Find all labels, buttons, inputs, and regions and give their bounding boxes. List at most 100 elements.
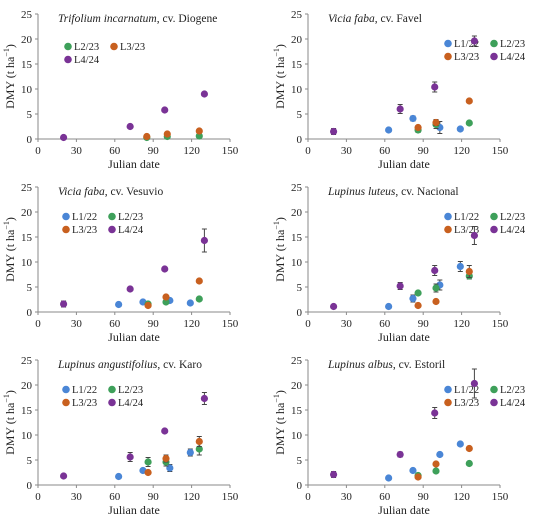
panel-title: Trifolium incarnatum, cv. Diogene — [58, 13, 217, 25]
y-axis-title-text: DMY (t ha — [3, 402, 17, 455]
y-tick-label: 20 — [21, 34, 33, 46]
chart-panel-6: 0 5 10 15 20 25 0 30 60 90 120 150 Julian date DMY (t… — [272, 355, 526, 517]
y-tick-label: 0 — [27, 134, 33, 146]
legend-marker-L2-23 — [490, 212, 498, 221]
legend-label-L1-22: L1/22 — [72, 385, 97, 396]
y-axis-title-superscript: −1 — [272, 221, 281, 230]
y-tick-label: 25 — [21, 9, 33, 21]
data-point-L1-22 — [115, 300, 123, 309]
y-tick-label: 10 — [291, 257, 303, 269]
chart-panel-5: 0 5 10 15 20 25 0 30 60 90 120 150 Julian date DMY (t… — [2, 355, 239, 517]
y-tick-label: 10 — [21, 257, 33, 269]
y-tick-label: 5 — [27, 109, 33, 121]
legend-marker-L3-23 — [62, 398, 70, 407]
data-point-L4-24 — [470, 379, 478, 388]
data-point-L1-22 — [456, 125, 464, 133]
y-tick-label: 20 — [291, 380, 303, 392]
legend-label-L3-23: L3/23 — [454, 398, 479, 409]
x-tick-label: 60 — [109, 491, 121, 503]
legend-label-L2-23: L2/23 — [118, 385, 143, 396]
legend-marker-L2-23 — [108, 212, 116, 221]
data-point-L1-22 — [166, 464, 174, 472]
data-point-L2-23 — [414, 289, 422, 297]
legend-marker-L3-23 — [444, 52, 452, 61]
y-tick-label: 25 — [291, 182, 303, 194]
legend-marker-L4-24 — [108, 225, 116, 234]
data-point-L4-24 — [330, 127, 338, 136]
y-tick-label: 5 — [297, 282, 303, 294]
data-point-L3-23 — [432, 297, 440, 306]
legend-label-L3-23: L3/23 — [72, 398, 97, 409]
chart-panel-4: 0 5 10 15 20 25 0 30 60 90 120 150 Julian date DMY (t… — [272, 182, 526, 344]
legend-label-L3-23: L3/23 — [454, 52, 479, 63]
x-axis-title: Julian date — [378, 157, 430, 171]
data-point-L1-22 — [456, 440, 464, 448]
y-tick-label: 10 — [21, 430, 33, 442]
data-point-L4-24 — [200, 394, 208, 403]
panel-title: Lupinus luteus, cv. Nacional — [327, 186, 459, 198]
data-point-L4-24 — [431, 266, 439, 275]
y-tick-label: 0 — [297, 134, 303, 146]
data-point-L1-22 — [385, 474, 393, 482]
panel-title: Vicia faba, cv. Favel — [328, 13, 422, 25]
data-point-L2-23 — [195, 295, 203, 303]
x-tick-label: 120 — [453, 145, 470, 157]
legend-marker-L1-22 — [62, 385, 70, 394]
y-tick-label: 0 — [297, 480, 303, 492]
data-point-L1-22 — [186, 448, 194, 457]
data-point-L4-24 — [60, 300, 68, 308]
data-point-L3-23 — [465, 444, 473, 453]
legend-marker-L3-23 — [110, 42, 118, 51]
data-point-L1-22 — [409, 466, 417, 475]
data-point-L2-23 — [432, 284, 440, 292]
y-tick-label: 25 — [291, 9, 303, 21]
y-axis-title: DMY (t ha−1) — [2, 217, 17, 282]
legend-label-L4-24: L4/24 — [74, 55, 100, 66]
data-point-L3-23 — [162, 293, 170, 301]
y-tick-label: 5 — [297, 455, 303, 467]
data-point-L4-24 — [330, 470, 338, 479]
panel-title-species: Lupinus albus — [327, 359, 393, 371]
legend-label-L4-24: L4/24 — [500, 398, 526, 409]
x-tick-label: 150 — [492, 491, 509, 503]
data-point-L2-23 — [195, 445, 203, 453]
x-tick-label: 0 — [305, 491, 311, 503]
y-axis-title-superscript: −1 — [272, 394, 281, 403]
data-point-L3-23 — [144, 468, 152, 477]
legend-marker-L2-23 — [64, 42, 72, 51]
data-point-L3-23 — [414, 301, 422, 310]
y-axis-title-superscript: −1 — [2, 221, 11, 230]
legend-label-L4-24: L4/24 — [118, 398, 144, 409]
y-axis-title: DMY (t ha−1) — [2, 390, 17, 455]
x-tick-label: 90 — [418, 318, 430, 330]
data-point-L3-23 — [162, 454, 170, 463]
x-tick-label: 90 — [148, 145, 160, 157]
y-tick-label: 15 — [21, 232, 33, 244]
y-axis-title-close: ) — [273, 390, 287, 394]
x-axis-title: Julian date — [108, 503, 160, 517]
y-tick-label: 15 — [291, 232, 303, 244]
y-axis-title-close: ) — [3, 44, 17, 48]
legend-marker-L1-22 — [62, 212, 70, 221]
data-point-L4-24 — [330, 302, 338, 311]
legend-label-L1-22: L1/22 — [454, 212, 479, 223]
y-tick-label: 0 — [27, 480, 33, 492]
legend-label-L2-23: L2/23 — [74, 42, 99, 53]
data-point-L4-24 — [126, 453, 134, 461]
y-tick-label: 15 — [291, 405, 303, 417]
data-point-L1-22 — [409, 294, 417, 303]
legend-label-L2-23: L2/23 — [118, 212, 143, 223]
x-tick-label: 150 — [222, 145, 239, 157]
legend-marker-L4-24 — [108, 398, 116, 407]
chart-panel-3: 0 5 10 15 20 25 0 30 60 90 120 150 Julian date DMY (t… — [2, 182, 239, 344]
x-tick-label: 150 — [492, 145, 509, 157]
data-point-L3-23 — [432, 118, 440, 127]
x-tick-label: 90 — [148, 318, 160, 330]
panel-title-species: Vicia faba — [328, 13, 375, 25]
y-axis-title-text: DMY (t ha — [3, 56, 17, 109]
x-tick-label: 0 — [35, 318, 41, 330]
panel-title-species: Lupinus luteus — [327, 186, 396, 198]
legend-label-L2-23: L2/23 — [500, 385, 525, 396]
x-tick-label: 30 — [71, 318, 83, 330]
data-point-L4-24 — [396, 450, 404, 459]
